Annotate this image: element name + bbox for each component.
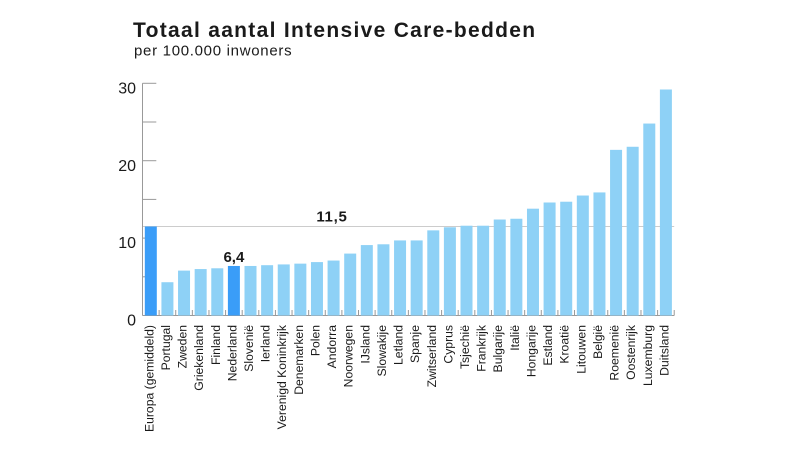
svg-text:Griekenland: Griekenland (192, 325, 206, 391)
svg-text:Bulgarije: Bulgarije (491, 325, 505, 373)
svg-text:20: 20 (118, 158, 136, 175)
svg-text:Italië: Italië (508, 325, 522, 351)
svg-text:Denemarken: Denemarken (292, 325, 306, 395)
svg-text:IJsland: IJsland (358, 325, 372, 364)
svg-text:Slowakije: Slowakije (375, 325, 389, 377)
svg-text:Spanje: Spanje (408, 325, 422, 363)
svg-text:Estland: Estland (541, 325, 555, 366)
svg-text:Slovenië: Slovenië (242, 325, 256, 372)
svg-text:Litouwen: Litouwen (574, 325, 588, 374)
svg-text:Roemenië: Roemenië (608, 325, 622, 381)
svg-text:Oostenrijk: Oostenrijk (624, 324, 638, 380)
svg-text:Tsjechië: Tsjechië (458, 325, 472, 369)
svg-text:Noorwegen: Noorwegen (342, 325, 356, 387)
svg-text:Kroatië: Kroatië (558, 325, 572, 364)
svg-text:Frankrijk: Frankrijk (475, 324, 489, 372)
svg-text:Europa (gemiddeld): Europa (gemiddeld) (142, 325, 156, 432)
svg-text:Zwitserland: Zwitserland (425, 325, 439, 387)
svg-text:Zweden: Zweden (176, 325, 190, 368)
svg-text:6,4: 6,4 (223, 249, 245, 266)
svg-text:per 100.000 inwoners: per 100.000 inwoners (134, 43, 292, 60)
svg-text:Nederland: Nederland (225, 325, 239, 381)
svg-text:0: 0 (127, 313, 136, 330)
svg-text:Duitsland: Duitsland (657, 325, 671, 376)
svg-text:Ierland: Ierland (259, 325, 273, 362)
svg-text:Letland: Letland (392, 325, 406, 365)
svg-text:België: België (591, 325, 605, 359)
svg-text:Hongarije: Hongarije (524, 325, 538, 377)
svg-text:Totaal aantal Intensive Care-b: Totaal aantal Intensive Care-bedden (133, 19, 536, 42)
svg-text:10: 10 (118, 235, 136, 252)
svg-text:Verenigd Koninkrijk: Verenigd Koninkrijk (275, 324, 289, 429)
svg-text:Polen: Polen (308, 325, 322, 356)
svg-text:Andorra: Andorra (325, 325, 339, 369)
svg-text:Cyprus: Cyprus (441, 325, 455, 364)
svg-text:Finland: Finland (209, 325, 223, 365)
svg-text:Portugal: Portugal (159, 325, 173, 370)
svg-text:11,5: 11,5 (316, 209, 347, 226)
svg-text:30: 30 (118, 80, 136, 97)
svg-text:Luxemburg: Luxemburg (641, 325, 655, 386)
